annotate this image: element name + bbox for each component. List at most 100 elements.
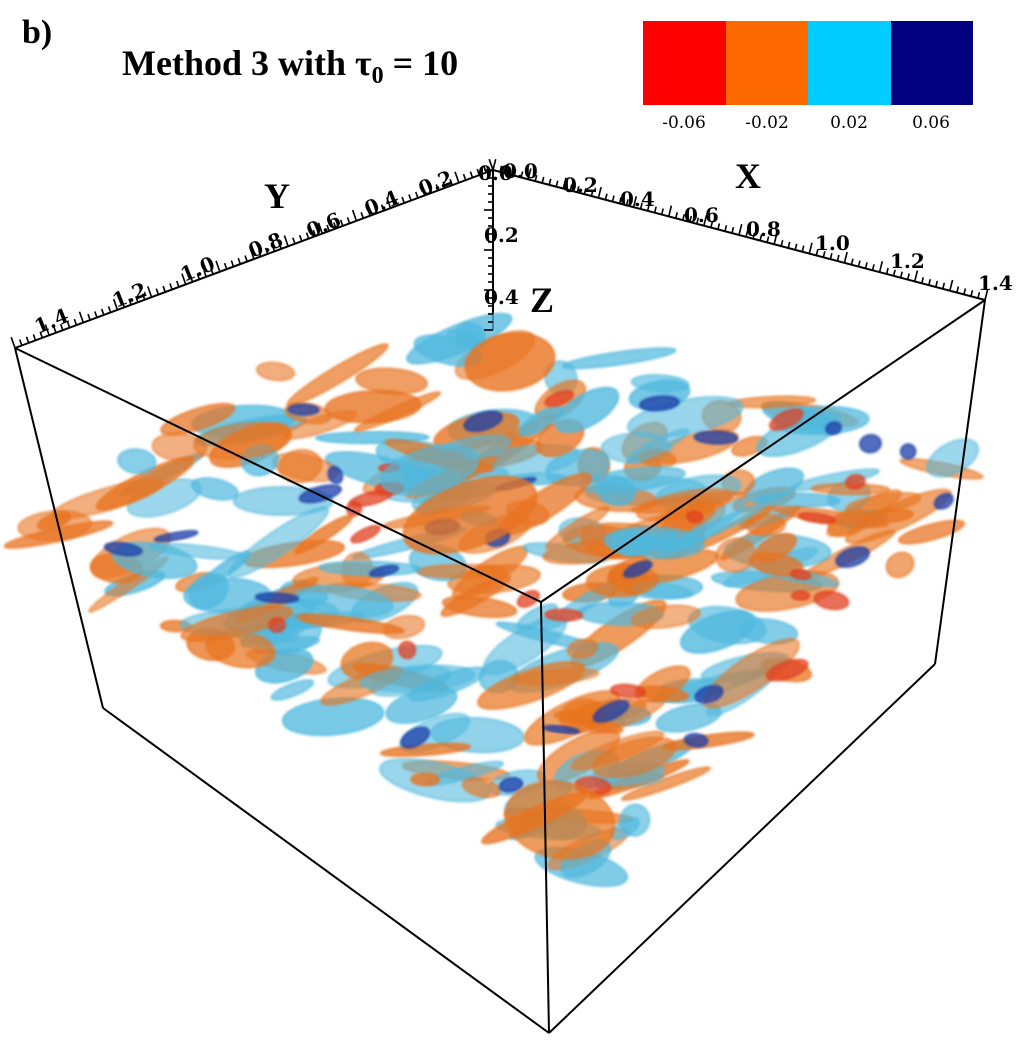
isosurface-blob [369, 564, 400, 578]
isosurface-blob [845, 474, 866, 490]
x-tick-label: 1.0 [815, 231, 850, 255]
axis-tick-mark [271, 245, 276, 252]
axis-tick-mark [639, 202, 643, 210]
axis-tick-mark [401, 196, 405, 204]
x-tick-label: 0.0 [503, 159, 538, 183]
isosurface-blob [227, 506, 330, 579]
isosurface-blob [398, 640, 417, 660]
x-tick-label: 0.4 [620, 187, 655, 211]
axis-tick-mark [223, 262, 228, 270]
isosurface-blob [287, 403, 320, 416]
legend-ticks: -0.06 -0.02 0.02 0.06 [643, 105, 973, 145]
axis-tick-mark [283, 235, 289, 247]
x-tick-labels: 0.0 0.2 0.4 0.6 0.8 1.0 1.2 1.4 [503, 159, 1013, 295]
legend-label-4: 0.06 [912, 113, 950, 133]
axis-tick-mark [264, 247, 269, 255]
axis-tick-mark [454, 171, 460, 183]
axis-tick-mark [53, 326, 57, 334]
isosurface-blob [117, 448, 157, 475]
axis-tick-mark [541, 176, 545, 184]
axis-tick-mark [351, 209, 358, 222]
isosurface-blob [464, 332, 556, 392]
axis-tick-mark [107, 306, 112, 313]
axis-tick-mark [169, 283, 173, 290]
z-tick-label: 0.2 [484, 223, 519, 247]
isosurface-blob [406, 312, 513, 365]
isosurface-blob [639, 395, 680, 412]
axis-tick-mark [913, 270, 919, 282]
axis-tick-mark [339, 219, 344, 227]
axis-tick-mark [773, 233, 778, 245]
isosurface-blob [151, 432, 207, 462]
isosurface-blob [513, 668, 600, 686]
title-prefix: Method 3 with [122, 43, 355, 83]
isosurface-blob [350, 525, 381, 544]
isosurface-blob [835, 546, 870, 568]
axis-tick-mark [326, 224, 330, 232]
axis-tick-mark [674, 212, 679, 219]
axis-tick-mark [87, 313, 91, 321]
y-tick-label: 0.2 [415, 165, 456, 200]
axis-tick-mark [527, 168, 532, 180]
isosurface-blob [845, 492, 922, 515]
isosurface-blob [270, 679, 315, 701]
isosurface-blob [604, 526, 705, 559]
title-suffix: = 10 [383, 43, 459, 83]
isosurface-blob [592, 700, 630, 723]
color-legend: -0.06 -0.02 0.02 0.06 [643, 21, 973, 151]
axis-tick-mark [112, 298, 119, 311]
y-tick-label: 1.2 [109, 277, 150, 312]
isosurface-blob [566, 638, 598, 659]
axis-tick-mark [829, 252, 833, 260]
title-symbol: τ [355, 43, 372, 83]
z-axis-title: Z [530, 280, 554, 320]
axis-tick-mark [155, 288, 160, 295]
isosurface-blob [765, 658, 809, 682]
axis-tick-mark [646, 204, 650, 212]
isosurface-blob [298, 484, 342, 504]
axis-tick-mark [618, 197, 622, 204]
axis-tick-mark [196, 273, 201, 280]
axis-tick-mark [237, 257, 242, 265]
axis-tick-mark [408, 194, 412, 201]
isosurface-blob [885, 551, 915, 579]
axis-tick-mark [462, 173, 467, 181]
z-tick-labels: 0.0 0.2 0.4 [478, 161, 519, 309]
axis-tick-mark [305, 232, 310, 239]
isosurface-blob [789, 568, 812, 580]
isosurface-blob [3, 520, 114, 549]
isosurface-blob [516, 590, 540, 608]
axis-tick-mark [141, 293, 146, 300]
legend-label-1: -0.06 [662, 113, 706, 133]
isosurface-blob [544, 390, 575, 407]
isosurface-blob [813, 590, 850, 611]
axis-tick-mark [625, 199, 629, 206]
axis-tick-mark [346, 217, 351, 224]
axis-tick-mark [696, 217, 700, 225]
axis-tick-mark [203, 270, 207, 278]
isosurface-blob [596, 475, 636, 506]
isosurface-blob [504, 780, 616, 860]
axis-tick-mark [215, 260, 221, 272]
axis-tick-mark [10, 336, 16, 349]
isosurface-blob [103, 541, 143, 557]
axis-tick-mark [292, 237, 296, 245]
isosurface-blob [380, 444, 480, 496]
axis-tick-mark [244, 255, 248, 262]
axis-tick-mark [632, 196, 638, 208]
isosurface-blob [402, 475, 538, 555]
axis-tick-mark [506, 167, 510, 174]
isosurface-blob [327, 465, 344, 485]
axis-tick-mark [488, 158, 494, 171]
axis-tick-mark [899, 271, 903, 278]
axis-tick-mark [660, 208, 664, 215]
isosurface-blob [769, 408, 804, 431]
isosurface-blob [256, 361, 295, 382]
axis-tick-mark [555, 180, 559, 187]
y-axis-title: Y [264, 176, 290, 216]
vortex-isosurfaces [3, 312, 984, 887]
isosurface-blob [748, 552, 804, 577]
isosurface-blob [859, 434, 882, 454]
isosurface-blob [592, 736, 677, 778]
axis-tick-mark [871, 264, 875, 271]
